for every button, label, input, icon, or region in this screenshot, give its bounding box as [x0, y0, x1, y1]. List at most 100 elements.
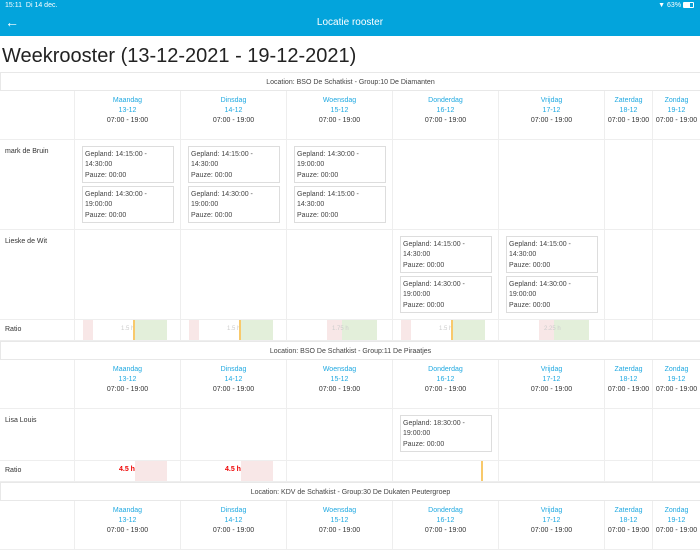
ratio-over-bar: [135, 320, 167, 340]
day-date[interactable]: 14-12: [224, 107, 243, 114]
shift-card[interactable]: Gepland: 14:15:00 - 14:30:00 Pauze: 00:00: [506, 236, 598, 273]
shift-cell: Gepland: 14:15:00 - 14:30:00 Pauze: 00:00…: [498, 230, 604, 319]
ratio-cell: 1.5 h: [392, 320, 498, 340]
day-date[interactable]: 16-12: [436, 517, 455, 524]
day-name[interactable]: Donderdag: [428, 507, 463, 514]
day-header: Maandag 13-12 07:00 - 19:00: [74, 501, 180, 549]
day-name[interactable]: Dinsdag: [220, 366, 247, 373]
day-name[interactable]: Vrijdag: [540, 366, 563, 373]
day-date[interactable]: 13-12: [118, 107, 137, 114]
ratio-cell: [652, 461, 700, 481]
ratio-cell: 1.75 h: [286, 320, 392, 340]
employee-name: mark de Bruin: [5, 148, 49, 155]
day-name[interactable]: Woensdag: [322, 507, 357, 514]
day-date[interactable]: 17-12: [542, 107, 561, 114]
day-name[interactable]: Maandag: [112, 97, 143, 104]
ratio-cell: 2.25 h: [498, 320, 604, 340]
day-name[interactable]: Maandag: [112, 507, 143, 514]
day-date[interactable]: 18-12: [619, 376, 638, 383]
day-header: Donderdag 16-12 07:00 - 19:00: [392, 360, 498, 408]
day-name[interactable]: Zondag: [664, 97, 689, 104]
status-date: Di 14 dec.: [25, 2, 58, 9]
day-name[interactable]: Zondag: [664, 366, 689, 373]
shift-card[interactable]: Gepland: 14:15:00 - 14:30:00 Pauze: 00:00: [188, 146, 280, 183]
shift-planned: Gepland: 14:30:00 - 19:00:00: [297, 151, 359, 169]
day-date[interactable]: 18-12: [619, 517, 638, 524]
day-name[interactable]: Maandag: [112, 366, 143, 373]
day-header: Zaterdag 18-12 07:00 - 19:00: [604, 360, 652, 408]
shift-planned: Gepland: 14:15:00 - 14:30:00: [85, 151, 147, 169]
ratio-value: 1.5 h: [439, 326, 453, 332]
day-date[interactable]: 16-12: [436, 376, 455, 383]
day-date[interactable]: 15-12: [330, 517, 349, 524]
day-header: Vrijdag 17-12 07:00 - 19:00: [498, 360, 604, 408]
shift-card[interactable]: Gepland: 14:30:00 - 19:00:00 Pauze: 00:00: [82, 186, 174, 223]
ratio-cell: 1.5 h: [74, 320, 180, 340]
shift-cell: [652, 140, 700, 229]
arrow-left-icon[interactable]: ←: [5, 14, 19, 30]
day-date[interactable]: 14-12: [224, 517, 243, 524]
day-date[interactable]: 19-12: [667, 107, 686, 114]
shift-cell: [604, 140, 652, 229]
ratio-under-bar: [401, 320, 411, 340]
shift-cell: [74, 230, 180, 319]
day-name[interactable]: Vrijdag: [540, 97, 563, 104]
day-hours: 07:00 - 19:00: [106, 117, 149, 124]
day-header: Zondag 19-12 07:00 - 19:00: [652, 91, 700, 139]
day-name[interactable]: Zaterdag: [614, 366, 643, 373]
day-header-row: Maandag 13-12 07:00 - 19:00 Dinsdag 14-12 07:…: [0, 501, 700, 550]
day-name[interactable]: Zondag: [664, 507, 689, 514]
shift-card[interactable]: Gepland: 14:15:00 - 14:30:00 Pauze: 00:00: [82, 146, 174, 183]
day-date[interactable]: 17-12: [542, 376, 561, 383]
day-hours: 07:00 - 19:00: [212, 117, 255, 124]
shift-cell: [286, 230, 392, 319]
day-date[interactable]: 18-12: [619, 107, 638, 114]
day-header: Woensdag 15-12 07:00 - 19:00: [286, 91, 392, 139]
day-name[interactable]: Dinsdag: [220, 507, 247, 514]
day-date[interactable]: 15-12: [330, 107, 349, 114]
day-date[interactable]: 19-12: [667, 517, 686, 524]
day-header: Dinsdag 14-12 07:00 - 19:00: [180, 501, 286, 549]
shift-pause: Pauze: 00:00: [509, 301, 551, 309]
ratio-value: 1.5 h: [227, 326, 241, 332]
day-date[interactable]: 19-12: [667, 376, 686, 383]
ratio-row: Ratio 1.5 h 1.5 h 1.75 h 1.5 h 2.25 h: [0, 320, 700, 341]
day-date[interactable]: 14-12: [224, 376, 243, 383]
shift-cell: [604, 409, 652, 460]
day-date[interactable]: 13-12: [118, 376, 137, 383]
shift-card[interactable]: Gepland: 14:30:00 - 19:00:00 Pauze: 00:00: [188, 186, 280, 223]
ratio-cell: [604, 461, 652, 481]
day-date[interactable]: 16-12: [436, 107, 455, 114]
day-name[interactable]: Zaterdag: [614, 97, 643, 104]
shift-cell: [652, 230, 700, 319]
day-hours: 07:00 - 19:00: [607, 386, 650, 393]
day-header: Vrijdag 17-12 07:00 - 19:00: [498, 501, 604, 549]
day-name[interactable]: Donderdag: [428, 97, 463, 104]
ratio-over-bar: [554, 320, 589, 340]
day-name[interactable]: Woensdag: [322, 366, 357, 373]
day-hours: 07:00 - 19:00: [318, 527, 361, 534]
day-date[interactable]: 13-12: [118, 517, 137, 524]
shift-card[interactable]: Gepland: 14:15:00 - 14:30:00 Pauze: 00:00: [400, 236, 492, 273]
ratio-marker: [133, 320, 135, 340]
day-hours: 07:00 - 19:00: [530, 527, 573, 534]
ratio-over-bar: [342, 320, 377, 340]
ratio-under-bar: [327, 320, 342, 340]
day-date[interactable]: 15-12: [330, 376, 349, 383]
day-name[interactable]: Dinsdag: [220, 97, 247, 104]
shift-cell: Gepland: 14:15:00 - 14:30:00 Pauze: 00:00…: [180, 140, 286, 229]
day-name[interactable]: Vrijdag: [540, 507, 563, 514]
shift-card[interactable]: Gepland: 14:15:00 - 14:30:00 Pauze: 00:00: [294, 186, 386, 223]
day-name[interactable]: Donderdag: [428, 366, 463, 373]
shift-card[interactable]: Gepland: 14:30:00 - 19:00:00 Pauze: 00:00: [400, 276, 492, 313]
day-date[interactable]: 17-12: [542, 517, 561, 524]
shift-card[interactable]: Gepland: 14:30:00 - 19:00:00 Pauze: 00:00: [294, 146, 386, 183]
day-name[interactable]: Zaterdag: [614, 507, 643, 514]
ratio-marker: [451, 320, 453, 340]
day-name[interactable]: Woensdag: [322, 97, 357, 104]
employee-name: Lieske de Wit: [5, 238, 48, 245]
ratio-value: 1.5 h: [121, 326, 135, 332]
shift-cell: [180, 409, 286, 460]
shift-card[interactable]: Gepland: 14:30:00 - 19:00:00 Pauze: 00:00: [506, 276, 598, 313]
shift-card[interactable]: Gepland: 18:30:00 - 19:00:00 Pauze: 00:00: [400, 415, 492, 452]
